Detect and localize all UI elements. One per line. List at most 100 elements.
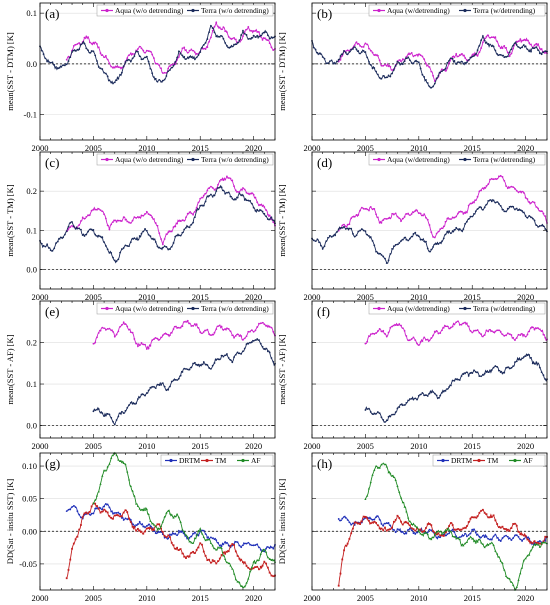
data-point [506,535,509,538]
data-point [149,67,152,70]
data-point [108,327,111,330]
data-point [256,565,259,568]
data-point [412,336,415,339]
data-point [268,42,271,45]
data-point [96,336,98,339]
data-point [496,552,499,555]
data-point [369,522,372,525]
data-point [489,538,491,541]
x-tick-label: 2015 [464,143,481,153]
data-point [220,545,223,548]
data-point [414,339,417,342]
data-point [119,412,122,415]
data-point [266,39,269,41]
data-point [240,352,243,355]
data-point [231,567,234,570]
data-point [353,46,356,48]
data-point [467,59,470,61]
data-point [482,335,484,338]
data-point [520,566,524,569]
data-point [247,330,250,333]
legend-marker [105,157,109,162]
data-point [167,388,170,391]
data-point [426,531,429,534]
data-point [252,193,255,196]
data-point [407,522,410,525]
data-point [485,35,488,38]
data-point [425,62,427,65]
data-point [224,557,227,560]
data-point [492,514,495,517]
data-point [213,538,216,541]
data-point [451,535,454,538]
x-tick-label: 2020 [517,593,534,603]
data-point [533,540,536,543]
data-point [128,517,130,520]
data-point [74,506,77,509]
data-point [210,334,212,336]
data-point [174,547,177,550]
data-point [101,54,104,56]
data-point [165,389,168,392]
data-point [126,511,129,514]
data-point [524,355,527,358]
data-point [138,344,141,347]
data-point [465,525,468,528]
data-point [127,478,131,481]
data-point [211,333,214,336]
data-point [494,49,497,52]
data-point [417,61,420,64]
data-point [210,536,212,539]
data-point [156,224,159,227]
data-point [224,42,227,44]
data-point [103,56,105,59]
data-point [261,564,264,567]
data-point [494,201,497,204]
data-point [71,547,73,550]
data-point [425,78,427,81]
data-point [133,526,136,528]
data-point [169,69,171,71]
data-point [156,62,159,65]
data-point [240,34,243,36]
data-point [199,204,202,207]
data-point [332,62,335,65]
data-point [185,368,187,370]
data-point [238,581,241,584]
data-point [439,536,442,539]
x-tick-label: 2020 [245,143,262,153]
data-point [153,529,155,531]
data-point [135,402,138,405]
data-point [380,416,383,419]
data-point [506,51,509,54]
data-point [364,409,367,411]
data-point [515,337,518,339]
data-point [353,44,356,47]
data-point [409,524,411,527]
data-point [115,220,118,223]
data-point [492,36,495,38]
data-point [210,561,212,564]
data-point [385,76,388,79]
data-point [234,198,237,201]
data-point [241,585,245,588]
x-tick-label: 2000 [32,593,49,603]
data-point [176,222,178,225]
data-point [85,215,88,218]
data-point [165,75,168,77]
data-point [426,218,429,221]
data-point [103,71,105,74]
data-point [387,331,390,334]
data-point [398,406,401,409]
data-point [462,544,465,547]
data-point [423,58,426,61]
data-point [268,218,271,221]
data-point [190,56,193,59]
data-point [51,249,54,252]
data-point [190,325,193,327]
data-point [368,235,370,237]
data-point [99,511,102,514]
data-point [154,532,157,535]
data-point [56,67,59,69]
data-point [113,512,116,514]
